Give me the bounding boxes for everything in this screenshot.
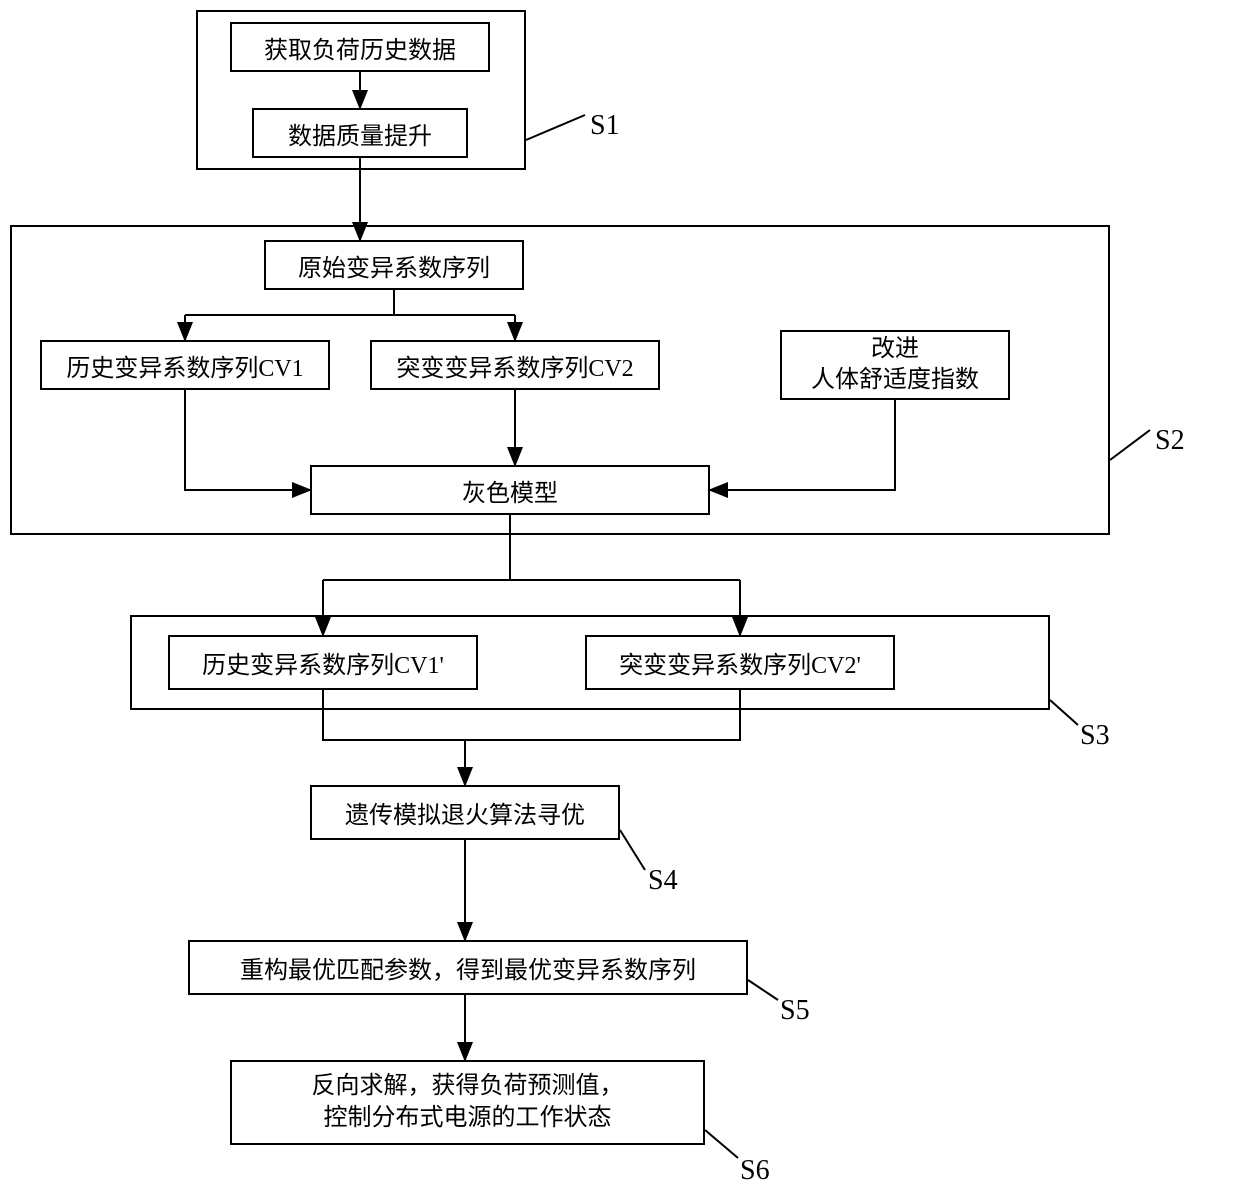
- label-s1: S1: [590, 110, 620, 142]
- label-s6-text: S6: [740, 1155, 770, 1186]
- s2-top-label: 原始变异系数序列: [298, 248, 490, 283]
- label-s5-text: S5: [780, 995, 810, 1026]
- s2-comfort-box: 改进 人体舒适度指数: [780, 330, 1010, 400]
- s6-label: 反向求解，获得负荷预测值， 控制分布式电源的工作状态: [312, 1071, 624, 1133]
- label-s5: S5: [780, 995, 810, 1027]
- s2-cv1-label: 历史变异系数序列CV1: [66, 348, 303, 383]
- s1-acquire-label: 获取负荷历史数据: [264, 30, 456, 65]
- label-s2: S2: [1155, 425, 1185, 457]
- label-s2-text: S2: [1155, 425, 1185, 456]
- s6-box: 反向求解，获得负荷预测值， 控制分布式电源的工作状态: [230, 1060, 705, 1145]
- s1-acquire-box: 获取负荷历史数据: [230, 22, 490, 72]
- label-s3: S3: [1080, 720, 1110, 752]
- label-s1-text: S1: [590, 110, 620, 141]
- s2-grey-box: 灰色模型: [310, 465, 710, 515]
- connectors-svg: [0, 0, 1240, 1201]
- s5-box: 重构最优匹配参数，得到最优变异系数序列: [188, 940, 748, 995]
- s5-label: 重构最优匹配参数，得到最优变异系数序列: [240, 950, 696, 985]
- label-s3-text: S3: [1080, 720, 1110, 751]
- s3-cv1p-box: 历史变异系数序列CV1': [168, 635, 478, 690]
- label-s4: S4: [648, 865, 678, 897]
- s1-quality-label: 数据质量提升: [288, 116, 432, 151]
- label-s4-text: S4: [648, 865, 678, 896]
- s4-label: 遗传模拟退火算法寻优: [345, 795, 585, 830]
- label-s6: S6: [740, 1155, 770, 1187]
- s2-cv2-label: 突变变异系数序列CV2: [396, 348, 633, 383]
- s3-cv2p-box: 突变变异系数序列CV2': [585, 635, 895, 690]
- s1-quality-box: 数据质量提升: [252, 108, 468, 158]
- s2-top-box: 原始变异系数序列: [264, 240, 524, 290]
- s2-comfort-label: 改进 人体舒适度指数: [811, 334, 979, 396]
- s4-box: 遗传模拟退火算法寻优: [310, 785, 620, 840]
- s3-cv2p-label: 突变变异系数序列CV2': [619, 645, 861, 680]
- s2-cv1-box: 历史变异系数序列CV1: [40, 340, 330, 390]
- s3-cv1p-label: 历史变异系数序列CV1': [202, 645, 444, 680]
- s2-cv2-box: 突变变异系数序列CV2: [370, 340, 660, 390]
- s2-grey-label: 灰色模型: [462, 473, 558, 508]
